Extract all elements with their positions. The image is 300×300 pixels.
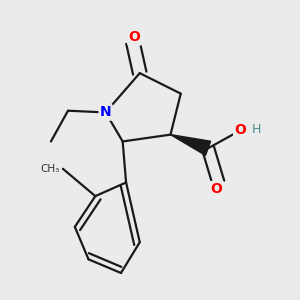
Text: CH₃: CH₃: [40, 164, 59, 174]
Text: N: N: [100, 105, 111, 119]
Text: O: O: [211, 182, 223, 196]
Text: H: H: [252, 123, 261, 136]
Text: O: O: [235, 122, 247, 136]
Text: O: O: [129, 30, 141, 44]
Polygon shape: [170, 135, 211, 155]
